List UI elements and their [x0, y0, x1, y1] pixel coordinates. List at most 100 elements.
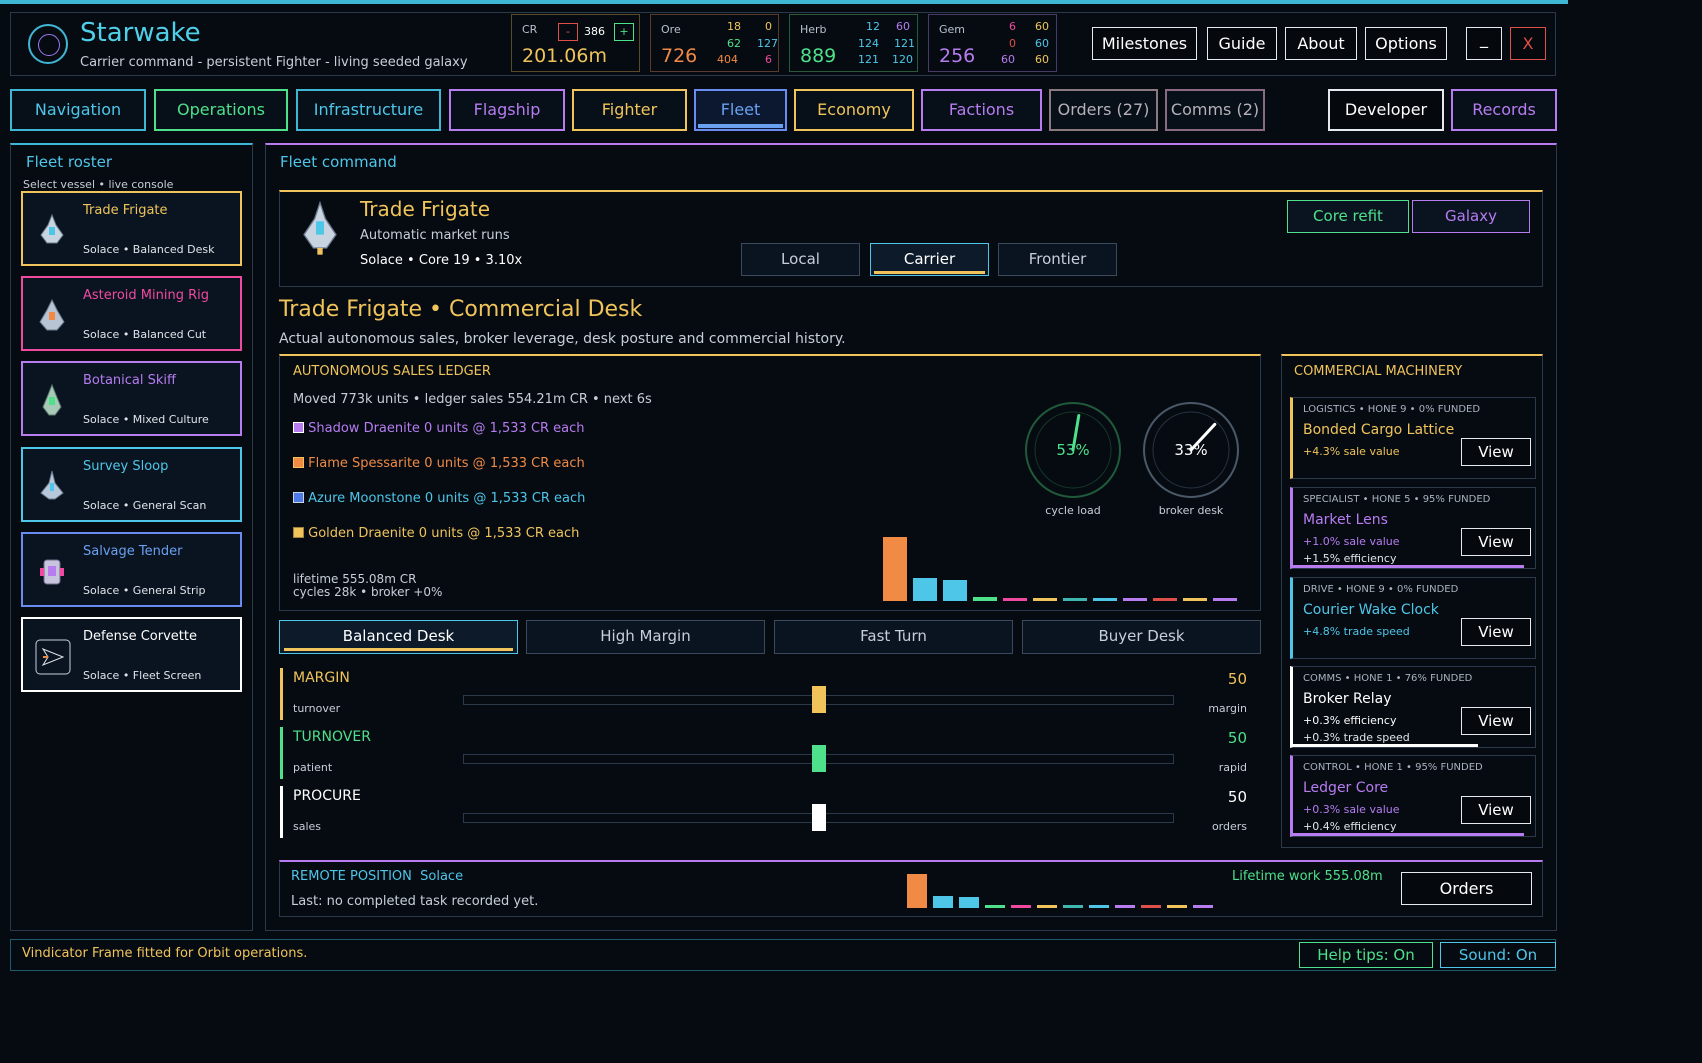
ship-meta: Solace • Mixed Culture [83, 413, 209, 426]
cr-value: 201.06m [522, 45, 607, 67]
scope-carrier-button[interactable]: Carrier [870, 243, 989, 276]
history-bar [1037, 905, 1057, 908]
gem-n5: 60 [1001, 53, 1015, 66]
ledger-row-text: Azure Moonstone 0 units @ 1,533 CR each [308, 491, 586, 506]
tab-navigation[interactable]: Navigation [10, 89, 146, 131]
machinery-tag: LOGISTICS • HONE 9 • 0% FUNDED [1303, 404, 1481, 415]
ledger-cycles: cycles 28k • broker +0% [293, 585, 443, 599]
tab-factions[interactable]: Factions [921, 89, 1042, 131]
ledger-title: AUTONOMOUS SALES LEDGER [293, 364, 491, 379]
header [10, 12, 1556, 76]
tab-fighter[interactable]: Fighter [572, 89, 687, 131]
tab-fleet-active-indicator [698, 124, 783, 128]
selected-ship-meta: Solace • Core 19 • 3.10x [360, 253, 523, 268]
history-bar [1213, 598, 1237, 601]
slider-handle[interactable] [812, 686, 826, 713]
ship-meta: Solace • General Scan [83, 499, 207, 512]
machinery-card: COMMS • HONE 1 • 76% FUNDED Broker Relay +… [1290, 666, 1536, 748]
slider-left-label: turnover [293, 702, 341, 715]
slider-label: TURNOVER [293, 729, 371, 745]
slider-accent [280, 786, 283, 838]
posture-buyer-desk[interactable]: Buyer Desk [1022, 620, 1261, 654]
tab-records[interactable]: Records [1451, 89, 1557, 131]
remote-label-text: REMOTE POSITION [291, 869, 412, 884]
gem-n2: 60 [1035, 20, 1049, 33]
cr-plus-button[interactable]: + [614, 23, 634, 41]
gem-resource-panel: Gem 256 6 60 0 60 60 60 [928, 14, 1057, 72]
cr-minus-button[interactable]: - [558, 23, 578, 41]
machinery-name: Courier Wake Clock [1303, 602, 1439, 618]
roster-ship-defense-corvette[interactable]: Defense Corvette Solace • Fleet Screen [21, 617, 242, 692]
history-bar [1141, 905, 1161, 908]
machinery-view-button[interactable]: View [1461, 618, 1531, 646]
skiff-icon [42, 383, 62, 416]
history-bar [933, 896, 953, 908]
remote-lifetime-work: Lifetime work 555.08m [1232, 869, 1383, 884]
machinery-view-button[interactable]: View [1461, 796, 1531, 824]
gem-n3: 0 [1009, 37, 1016, 50]
section-title: Trade Frigate • Commercial Desk [279, 297, 643, 322]
flame-spessarite-icon [293, 457, 304, 468]
tab-comms[interactable]: Comms (2) [1165, 89, 1265, 131]
ship-meta: Solace • Balanced Desk [83, 243, 215, 256]
galaxy-button[interactable]: Galaxy [1412, 200, 1530, 233]
tab-infrastructure[interactable]: Infrastructure [296, 89, 441, 131]
options-button[interactable]: Options [1365, 27, 1447, 60]
slider-right-label: orders [1211, 820, 1247, 833]
slider-left-label: patient [293, 761, 333, 774]
history-bar [1033, 598, 1057, 601]
roster-ship-trade-frigate[interactable]: Trade Frigate Solace • Balanced Desk [21, 191, 242, 266]
posture-fast-turn[interactable]: Fast Turn [774, 620, 1013, 654]
scope-frontier-button[interactable]: Frontier [998, 243, 1117, 276]
herb-n1: 12 [866, 20, 880, 33]
tab-flagship[interactable]: Flagship [449, 89, 565, 131]
minimize-button[interactable]: _ [1466, 27, 1502, 60]
gem-n6: 60 [1035, 53, 1049, 66]
tab-operations[interactable]: Operations [154, 89, 288, 131]
gem-n1: 6 [1009, 20, 1016, 33]
about-button[interactable]: About [1285, 27, 1357, 60]
orders-button[interactable]: Orders [1401, 872, 1532, 905]
posture-high-margin[interactable]: High Margin [526, 620, 765, 654]
section-description: Actual autonomous sales, broker leverage… [279, 331, 846, 347]
slider-handle[interactable] [812, 745, 826, 772]
close-button[interactable]: X [1510, 27, 1546, 60]
machinery-view-button[interactable]: View [1461, 438, 1531, 466]
corvette-icon [35, 639, 71, 675]
history-bar [1063, 598, 1087, 601]
guide-button[interactable]: Guide [1207, 27, 1277, 60]
sound-toggle[interactable]: Sound: On [1440, 942, 1556, 968]
history-bar [959, 897, 979, 908]
machinery-card: LOGISTICS • HONE 9 • 0% FUNDED Bonded Car… [1290, 397, 1536, 479]
machinery-effect: +4.8% trade speed [1303, 625, 1410, 638]
herb-n6: 120 [892, 53, 913, 66]
ledger-row: Azure Moonstone 0 units @ 1,533 CR each [293, 491, 585, 506]
sloop-icon [40, 470, 64, 500]
cycle-load-value: 53% [1056, 441, 1090, 459]
app-subtitle: Carrier command - persistent Fighter - l… [80, 55, 468, 70]
help-tips-toggle[interactable]: Help tips: On [1299, 942, 1433, 968]
machinery-name: Bonded Cargo Lattice [1303, 422, 1455, 438]
scope-local-button[interactable]: Local [741, 243, 860, 276]
roster-ship-survey-sloop[interactable]: Survey Sloop Solace • General Scan [21, 447, 242, 522]
fleet-command-panel [265, 143, 1557, 931]
slider-handle[interactable] [812, 804, 826, 831]
ship-name: Survey Sloop [83, 459, 169, 474]
machinery-card: SPECIALIST • HONE 5 • 95% FUNDED Market L… [1290, 487, 1536, 569]
ledger-lifetime: lifetime 555.08m CR [293, 572, 417, 586]
tab-economy[interactable]: Economy [794, 89, 914, 131]
roster-ship-salvage-tender[interactable]: Salvage Tender Solace • General Strip [21, 532, 242, 607]
roster-ship-botanical-skiff[interactable]: Botanical Skiff Solace • Mixed Culture [21, 361, 242, 436]
machinery-card: DRIVE • HONE 9 • 0% FUNDED Courier Wake C… [1290, 577, 1536, 659]
roster-ship-asteroid-mining-rig[interactable]: Asteroid Mining Rig Solace • Balanced Cu… [21, 276, 242, 351]
tab-orders[interactable]: Orders (27) [1049, 89, 1158, 131]
machinery-view-button[interactable]: View [1461, 528, 1531, 556]
ore-n5: 404 [717, 53, 738, 66]
frigate-icon [303, 200, 337, 255]
core-refit-button[interactable]: Core refit [1287, 200, 1409, 233]
history-bar [985, 905, 1005, 908]
tab-developer[interactable]: Developer [1328, 89, 1444, 131]
fleet-roster-panel [10, 143, 253, 931]
machinery-view-button[interactable]: View [1461, 707, 1531, 735]
milestones-button[interactable]: Milestones [1092, 27, 1197, 60]
